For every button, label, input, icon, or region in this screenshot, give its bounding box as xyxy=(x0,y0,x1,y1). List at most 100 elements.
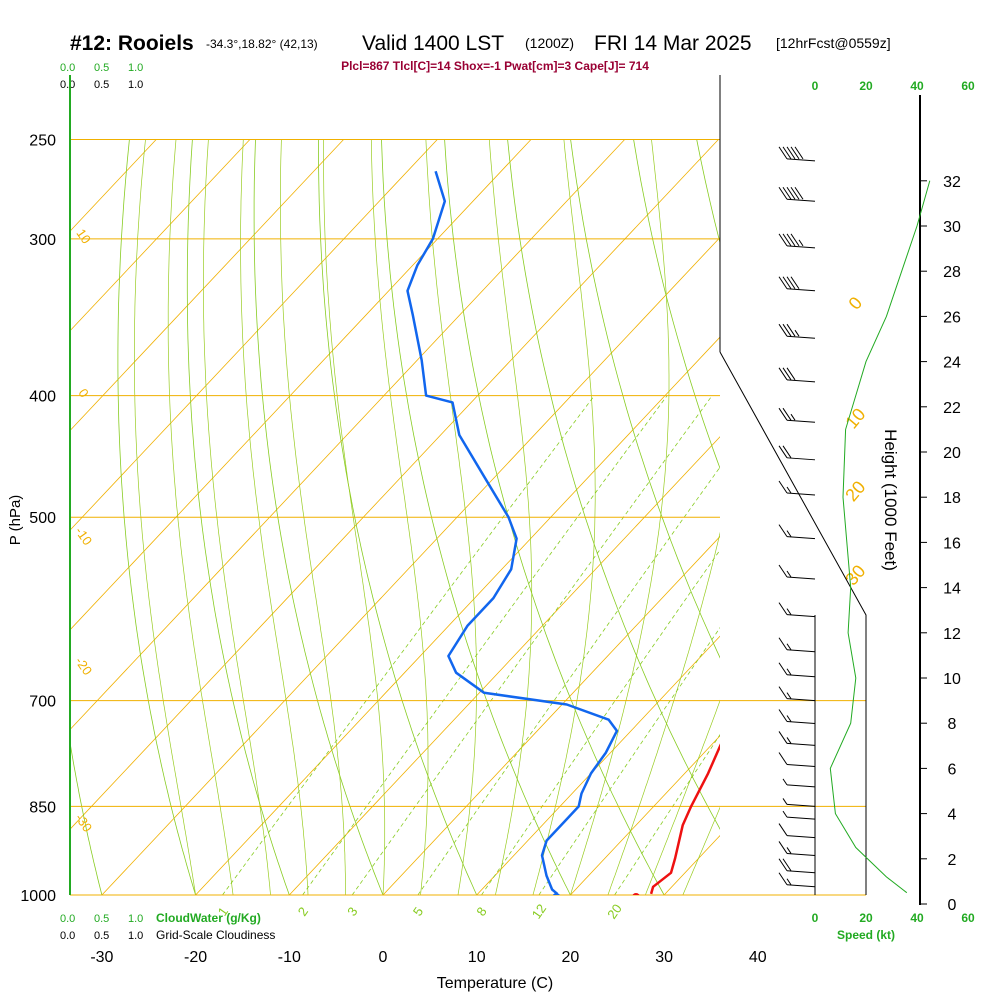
wind-barb xyxy=(778,276,816,292)
wind-barb-staff xyxy=(786,870,816,874)
moist-adiabat-line xyxy=(203,139,271,895)
wind-barb-staff xyxy=(786,816,816,820)
station-coords: -34.3°,18.82° (42,13) xyxy=(206,37,318,51)
wind-barb-half-flag xyxy=(794,329,800,337)
wind-barb xyxy=(778,407,816,423)
moist-adiabat-line xyxy=(370,139,429,895)
pressure-tick-label: 250 xyxy=(29,132,56,149)
height-tick-label: 24 xyxy=(943,355,961,372)
wind-barb xyxy=(778,186,816,202)
wind-barb xyxy=(778,709,816,724)
wind-barb-flag xyxy=(778,858,788,872)
wind-barb-flag xyxy=(778,662,788,676)
surface-dewpoint-point xyxy=(552,893,560,895)
top-cloudwater-tick-1: 0.5 xyxy=(94,62,109,74)
wind-barb-staff xyxy=(786,764,816,768)
wind-barb-flag xyxy=(794,146,804,160)
moist-adiabat-line xyxy=(570,139,670,895)
isotherm-label: -30 xyxy=(72,811,95,835)
isotherm-label: 0 xyxy=(845,293,867,314)
wind-barb-flag xyxy=(778,872,788,886)
mixing-ratio-label: 12 xyxy=(529,901,550,921)
wind-barb-staff xyxy=(786,698,816,702)
wind-barb-staff xyxy=(786,742,816,746)
wind-barb xyxy=(778,872,816,888)
forecast-info: [12hrFcst@0559z] xyxy=(776,35,891,51)
tropopause-boundary xyxy=(719,351,867,895)
temperature-line xyxy=(649,743,720,895)
moist-adiabat-line xyxy=(167,139,234,895)
wind-barb-flag xyxy=(786,186,796,200)
height-tick-label: 28 xyxy=(943,264,961,281)
height-tick-label: 30 xyxy=(943,219,961,236)
bottom-cloudwater-tick-2: 1.0 xyxy=(128,913,143,925)
height-tick-label: 18 xyxy=(943,490,961,507)
wind-barb-staff xyxy=(786,379,816,383)
dry-adiabat-line xyxy=(949,140,1000,896)
height-tick-label: 0 xyxy=(948,897,957,914)
temperature-tick-label: -10 xyxy=(278,949,301,966)
bottom-cloudiness-tick-0: 0.0 xyxy=(60,930,75,942)
temperature-tick-label: 10 xyxy=(468,949,486,966)
wind-barb-half-flag xyxy=(786,530,792,537)
mixing-ratio-label: 2 xyxy=(295,904,311,919)
sounding-profiles xyxy=(406,170,720,895)
wind-barb-flag xyxy=(778,445,788,459)
wind-barb xyxy=(778,233,816,249)
stability-indices: Plcl=867 Tlcl[C]=14 Shox=-1 Pwat[cm]=3 C… xyxy=(341,59,649,73)
dry-adiabat-line xyxy=(444,139,665,895)
wind-barb-flag xyxy=(778,602,788,615)
height-tick-label: 2 xyxy=(948,852,957,869)
speed-tick-top: 20 xyxy=(859,79,873,93)
wind-barb-half-flag xyxy=(786,643,792,651)
wind-barb-flag xyxy=(778,686,788,699)
dry-adiabat-line xyxy=(570,139,720,659)
height-tick-label: 8 xyxy=(948,716,957,733)
wind-barb-half-flag xyxy=(786,715,792,722)
wind-barb-flag xyxy=(778,233,788,247)
mixing-ratio-line xyxy=(538,626,720,895)
wind-barb-flag xyxy=(778,841,788,854)
height-tick-label: 14 xyxy=(943,581,961,598)
wind-barb xyxy=(778,662,816,678)
height-tick-label: 12 xyxy=(943,626,961,643)
temperature-tick-label: 20 xyxy=(562,949,580,966)
wind-barb-half-flag xyxy=(786,847,792,854)
wind-barb-staff xyxy=(786,576,816,580)
wind-barb-half-flag xyxy=(782,778,788,786)
wind-barb xyxy=(778,731,816,746)
valid-date: FRI 14 Mar 2025 xyxy=(594,32,752,55)
dry-adiabat-line xyxy=(507,139,720,830)
wind-barb-flag xyxy=(782,367,792,381)
isotherm-label: 10 xyxy=(73,226,94,246)
moist-adiabat-line xyxy=(240,139,309,895)
isobar-lines xyxy=(70,138,866,896)
wind-barb-staff xyxy=(786,884,816,888)
top-cloudiness-tick-2: 1.0 xyxy=(128,79,143,91)
wind-barb-flag xyxy=(782,445,792,459)
moist-adiabat-line xyxy=(323,139,386,895)
top-cloudwater-tick-0: 0.0 xyxy=(60,62,75,74)
isotherm-line xyxy=(382,535,720,895)
wind-barb xyxy=(778,564,816,580)
moist-adiabat-line xyxy=(488,139,533,895)
wind-barb-half-flag xyxy=(786,486,792,494)
wind-barb xyxy=(778,686,816,702)
speed-tick-top: 60 xyxy=(961,79,975,93)
mixing-ratio-line xyxy=(351,395,713,895)
wind-barb-flag xyxy=(782,407,792,421)
isotherm-label: 0 xyxy=(75,386,91,401)
utc-time: (1200Z) xyxy=(525,35,574,51)
wind-barb xyxy=(782,798,816,807)
wind-barb xyxy=(778,445,816,461)
isotherm-line xyxy=(758,139,1000,895)
dry-adiabat-line xyxy=(760,140,1000,896)
height-tick-label: 6 xyxy=(948,761,957,778)
temperature-tick-label: 0 xyxy=(379,949,388,966)
wind-barb-half-flag xyxy=(782,810,788,818)
wind-barb-flag xyxy=(782,323,792,337)
isotherm-label: -20 xyxy=(72,654,95,678)
